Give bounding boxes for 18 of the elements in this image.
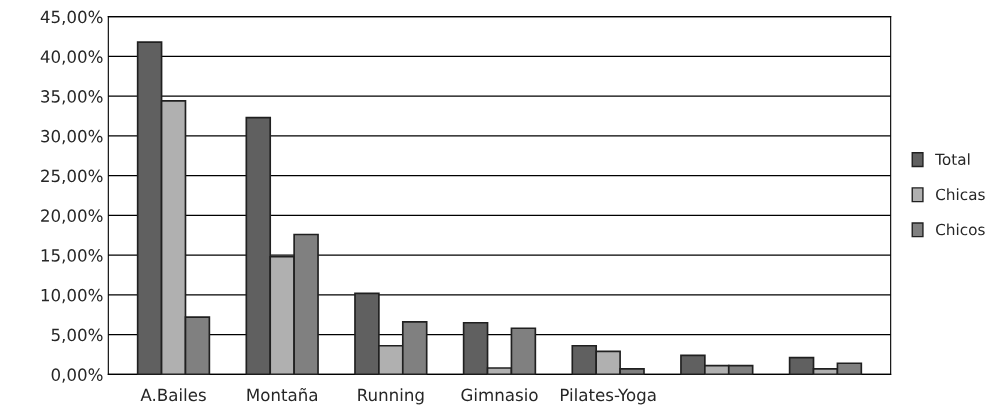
y-tick-label: 0,00% xyxy=(51,368,103,383)
x-tick-label: Gimnasio xyxy=(461,388,538,402)
legend-label: Total xyxy=(935,153,970,166)
x-tick-label: Running xyxy=(358,388,424,405)
y-tick-label: 40,00% xyxy=(40,50,103,65)
y-tick-label: 25,00% xyxy=(41,169,103,184)
y-tick-label: 45,00% xyxy=(40,10,103,25)
y-tick-label: 5,00% xyxy=(51,328,103,343)
y-tick-label: 20,00% xyxy=(41,209,103,224)
y-tick-label: 30,00% xyxy=(41,129,103,145)
legend-label: Chicas xyxy=(936,188,985,201)
y-tick-label: 35,00% xyxy=(41,90,103,105)
legend-label: Chicos xyxy=(936,223,985,236)
x-tick-label: A.Bailes xyxy=(140,388,206,402)
y-tick-label: 15,00% xyxy=(41,249,103,264)
x-tick-label: Pilates-Yoga xyxy=(560,388,656,405)
x-tick-label: Montaña xyxy=(247,388,317,402)
y-tick-label: 10,00% xyxy=(41,288,103,304)
